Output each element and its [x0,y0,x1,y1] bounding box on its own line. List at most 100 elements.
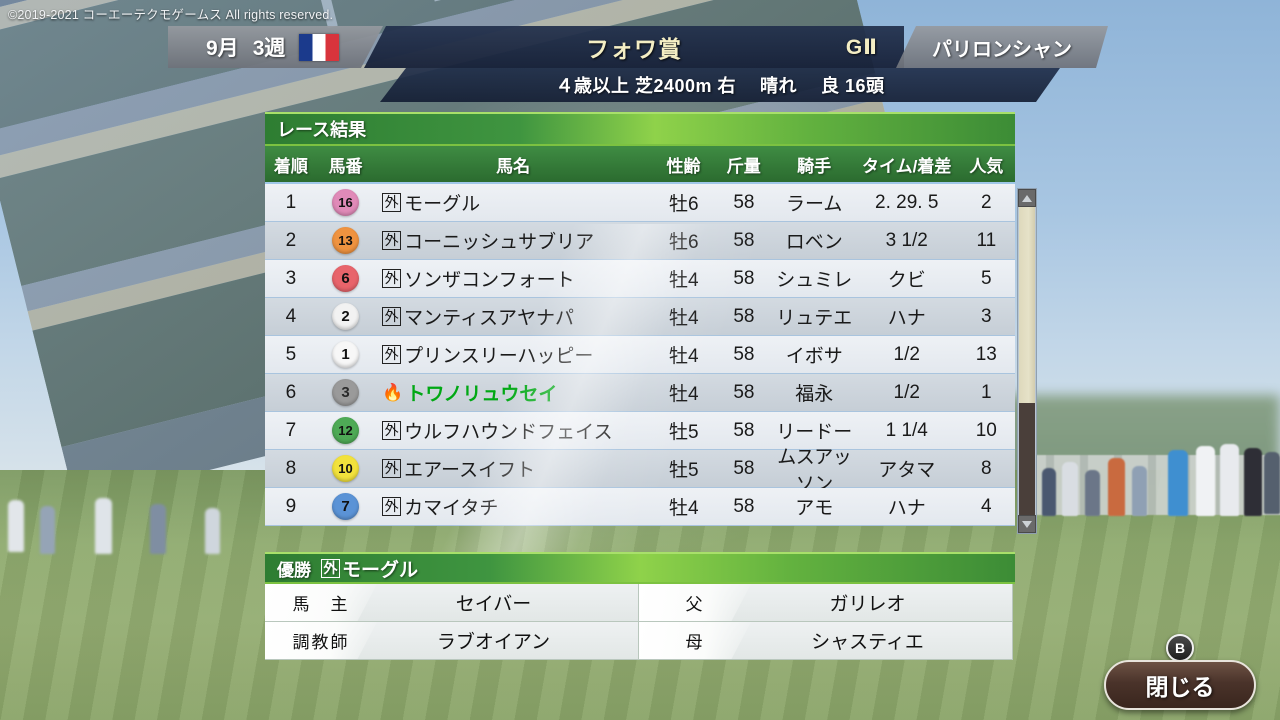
table-row[interactable]: 7 12 外ウルフハウンドフェイス 牡5 58 リードー 1 1/4 10 [265,412,1015,450]
horse-name-text: トワノリュウセイ [406,384,558,405]
winner-detail-value: ガリレオ [829,594,906,615]
cell-weight: 58 [733,229,755,251]
column-header-popularity: 人気 [969,156,1004,176]
cell-time-margin: 1 1/4 [885,419,928,441]
foreign-horse-icon: 外 [382,193,402,212]
foreign-horse-icon: 外 [382,307,402,326]
column-header-time: タイム/着差 [861,156,952,176]
race-date-block: 9月 3週 [168,26,383,68]
cell-horse-name: 外エアースイフト [374,455,652,482]
horse-name-text: マンティスアヤナパ [404,308,575,329]
scroll-down-arrow-icon[interactable] [1018,515,1036,533]
results-rows: 1 16 外モーグル 牡6 58 ラーム 2. 29. 5 2 2 13 外コーニッシュサブリア 牡6… [265,184,1015,526]
column-header-jockey: 騎手 [797,156,832,176]
cell-horse-name: 🔥 トワノリュウセイ [374,379,652,406]
cell-gate: 3 [317,379,374,406]
table-row[interactable]: 6 3 🔥 トワノリュウセイ 牡4 58 福永 1/2 1 [265,374,1015,412]
cell-rank: 4 [285,305,297,327]
racecourse-name: パリロンシャン [932,38,1072,61]
horse-name-text: ソンザコンフォート [404,270,575,291]
cell-rank: 2 [285,229,297,251]
results-panel-title-label: レース結果 [277,120,367,140]
table-row[interactable]: 2 13 外コーニッシュサブリア 牡6 58 ロベン 3 1/2 11 [265,222,1015,260]
cell-popularity: 3 [981,305,992,327]
winner-detail-label: 父 [639,584,751,621]
cell-gate: 12 [317,417,374,444]
winner-detail-grid: 馬 主 セイバー 父 ガリレオ 調教師 ラブオイアン 母 シャスティエ [265,584,1015,660]
table-row[interactable]: 3 6 外ソンザコンフォート 牡4 58 シュミレ クビ 5 [265,260,1015,298]
cell-sex-age: 牡6 [668,194,699,215]
cell-time-margin: 1/2 [893,343,920,365]
scroll-up-arrow-icon[interactable] [1018,189,1036,207]
foreign-horse-icon: 外 [321,558,340,578]
cell-weight: 58 [733,419,755,441]
gate-number-badge: 13 [331,227,359,254]
horse-name-text: カマイタチ [404,498,499,519]
cell-rank: 7 [285,419,297,441]
cell-time-margin: 2. 29. 5 [875,191,939,213]
horse-name-text: コーニッシュサブリア [404,232,595,253]
table-row[interactable]: 9 7 外カマイタチ 牡4 58 アモ ハナ 4 [265,488,1015,526]
table-row[interactable]: 5 1 外プリンスリーハッピー 牡4 58 イボサ 1/2 13 [265,336,1015,374]
foreign-horse-icon: 外 [382,459,402,478]
cell-weight: 58 [733,343,755,365]
scrollbar-thumb[interactable] [1019,207,1035,403]
winner-detail-label: 調教師 [265,622,377,659]
results-scrollbar[interactable] [1017,188,1037,534]
cell-jockey: ラーム [786,194,843,215]
france-flag-icon [299,33,340,61]
cell-jockey: リュテエ [776,308,853,329]
cell-time-margin: 3 1/2 [885,229,928,251]
cell-rank: 8 [285,457,297,479]
scrollbar-track[interactable] [1019,207,1035,517]
cell-sex-age: 牡4 [668,384,699,405]
cell-time-margin: ハナ [887,308,926,329]
close-button-area[interactable]: B 閉じる [1104,634,1256,712]
flame-icon: 🔥 [382,383,404,402]
cell-gate: 2 [317,303,374,330]
gate-number-badge: 16 [331,189,359,216]
close-button[interactable]: 閉じる [1104,660,1256,710]
cell-weight: 58 [733,191,755,213]
cell-sex-age: 牡5 [668,422,699,443]
crowd-rail [1020,455,1280,515]
winner-detail-value: ラブオイアン [436,632,551,653]
cell-popularity: 11 [976,229,997,251]
race-grade: GⅡ [845,35,878,59]
cell-sex-age: 牡4 [668,498,699,519]
cell-gate: 10 [317,455,374,482]
race-header-row-primary: 9月 3週 フォワ賞 GⅡ パリロンシャン [168,26,1108,68]
race-header: 9月 3週 フォワ賞 GⅡ パリロンシャン ４歳以上 芝2400m 右 晴れ 良… [168,26,1108,102]
cell-horse-name: 外ウルフハウンドフェイス [374,417,652,444]
race-name: フォワ賞 [586,36,682,62]
table-row[interactable]: 8 10 外エアースイフト 牡5 58 ムスアッソン アタマ 8 [265,447,1015,495]
results-column-headers: 着順 馬番 馬名 性齢 斤量 騎手 タイム/着差 人気 [265,146,1015,184]
gamepad-b-badge-icon: B [1166,634,1194,662]
winner-horse-name-wrap: 外 モーグル [321,555,418,582]
cell-weight: 58 [733,267,755,289]
results-panel-title: レース結果 [265,112,1015,146]
winner-panel: 優勝 外 モーグル 馬 主 セイバー 父 ガリレオ 調教師 ラブオイアン 母 シャスティエ [265,552,1015,660]
cell-rank: 3 [285,267,297,289]
race-results-panel: レース結果 着順 馬番 馬名 性齢 斤量 騎手 タイム/着差 人気 1 16 外モー… [265,112,1015,608]
cell-horse-name: 外カマイタチ [374,493,652,520]
table-row[interactable]: 4 2 外マンティスアヤナパ 牡4 58 リュテエ ハナ 3 [265,298,1015,336]
cell-sex-age: 牡4 [668,346,699,367]
cell-horse-name: 外ソンザコンフォート [374,265,652,292]
cell-popularity: 4 [981,495,992,517]
cell-jockey: イボサ [785,346,843,367]
gate-number-badge: 7 [331,493,359,520]
cell-sex-age: 牡4 [668,308,699,329]
cell-rank: 5 [285,343,297,365]
column-header-horse-name: 馬名 [496,156,531,176]
cell-horse-name: 外コーニッシュサブリア [374,227,652,254]
winner-detail-cell: 馬 主 セイバー [265,584,639,622]
cell-gate: 7 [317,493,374,520]
column-header-weight: 斤量 [726,156,761,176]
race-conditions: ４歳以上 芝2400m 右 晴れ 良 16頭 [555,76,885,96]
cell-weight: 58 [733,457,755,479]
winner-detail-cell: 調教師 ラブオイアン [265,622,639,660]
cell-gate: 16 [317,189,374,216]
gate-number-badge: 12 [331,417,359,444]
